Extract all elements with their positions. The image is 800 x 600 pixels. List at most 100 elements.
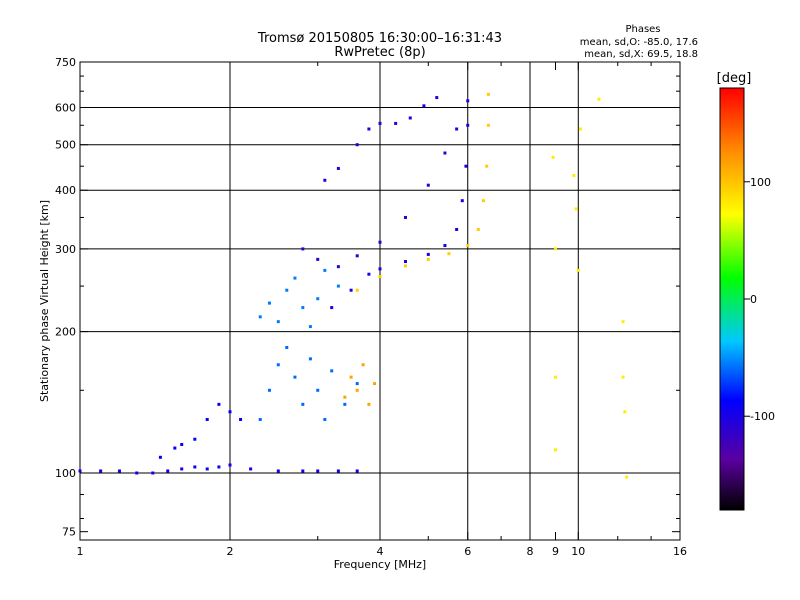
colorbar-gradient: [719, 87, 745, 511]
data-point: [330, 306, 334, 310]
data-point: [249, 467, 253, 471]
data-point: [117, 469, 121, 473]
y-tick-label: 750: [55, 56, 76, 69]
data-point: [323, 178, 327, 182]
data-point: [403, 215, 407, 219]
stats-line-o: mean, sd,O: -85.0, 17.6: [580, 37, 698, 48]
data-point: [258, 315, 262, 319]
data-point: [426, 257, 430, 261]
colorbar-tick-label: 100: [750, 176, 771, 189]
data-point: [408, 116, 412, 120]
data-point: [466, 123, 470, 127]
stats-heading: Phases: [625, 24, 660, 35]
data-point: [301, 306, 305, 310]
data-point: [276, 469, 280, 473]
data-point: [394, 121, 398, 125]
data-point: [205, 467, 209, 471]
data-point: [135, 471, 139, 475]
data-point: [464, 164, 468, 168]
data-point: [485, 164, 489, 168]
data-point: [316, 257, 320, 261]
data-point: [78, 469, 82, 473]
data-point: [355, 288, 359, 292]
data-point: [355, 143, 359, 147]
plot-area: 1 2 4 6 8 9 10 16 75 100 200 300 400 500 600 750: [55, 56, 687, 558]
y-axis-label: Stationary phase Virtual Height [km]: [38, 200, 51, 402]
data-point: [486, 123, 490, 127]
data-point: [267, 388, 271, 392]
data-point: [285, 346, 289, 350]
x-tick-label: 10: [571, 545, 585, 558]
y-tick-label: 500: [55, 139, 76, 152]
data-point: [443, 151, 447, 155]
data-point: [336, 284, 340, 288]
data-point: [316, 388, 320, 392]
data-point: [553, 448, 557, 452]
data-point: [426, 183, 430, 187]
data-point: [217, 465, 221, 469]
data-point: [625, 475, 629, 479]
data-point: [572, 173, 576, 177]
data-point: [361, 363, 365, 367]
data-point: [403, 264, 407, 268]
data-point: [173, 446, 177, 450]
data-point: [378, 275, 382, 279]
x-tick-label: 2: [227, 545, 234, 558]
colorbar-ticks: 100 0 -100: [744, 176, 775, 423]
data-point: [151, 471, 155, 475]
data-point: [623, 410, 627, 414]
axis-ticks: [79, 61, 681, 540]
chart-title: Tromsø 20150805 16:30:00–16:31:43: [257, 31, 502, 46]
data-point: [621, 375, 625, 379]
data-point: [301, 469, 305, 473]
data-point: [367, 272, 371, 276]
data-point: [301, 247, 305, 251]
data-point: [455, 127, 459, 131]
data-point: [205, 417, 209, 421]
x-tick-label: 6: [464, 545, 471, 558]
chart-subtitle: RwPretec (8p): [334, 45, 425, 60]
data-point: [367, 127, 371, 131]
data-point: [166, 469, 170, 473]
data-point: [276, 363, 280, 367]
data-point: [316, 297, 320, 301]
data-point: [285, 288, 289, 292]
data-point: [336, 469, 340, 473]
data-point: [276, 320, 280, 324]
data-point: [343, 395, 347, 399]
data-point: [378, 121, 382, 125]
data-point: [158, 455, 162, 459]
data-point: [293, 375, 297, 379]
data-point: [486, 92, 490, 96]
x-tick-label: 1: [77, 545, 84, 558]
data-point: [301, 402, 305, 406]
data-point: [576, 268, 580, 272]
data-points: [78, 92, 629, 479]
data-point: [466, 99, 470, 103]
data-point: [239, 417, 243, 421]
data-point: [330, 369, 334, 373]
gridlines: [80, 62, 680, 540]
data-point: [258, 417, 262, 421]
data-point: [466, 244, 470, 248]
data-point: [574, 207, 578, 211]
data-point: [447, 252, 451, 256]
data-point: [336, 265, 340, 269]
data-point: [373, 382, 377, 386]
data-point: [455, 227, 459, 231]
data-point: [343, 402, 347, 406]
data-point: [426, 252, 430, 256]
data-point: [578, 127, 582, 131]
data-point: [367, 402, 371, 406]
data-point: [193, 465, 197, 469]
y-tick-label: 75: [62, 526, 76, 539]
data-point: [460, 199, 464, 203]
data-point: [308, 325, 312, 329]
y-tick-label: 200: [55, 326, 76, 339]
data-point: [349, 375, 353, 379]
data-point: [99, 469, 103, 473]
data-point: [228, 463, 232, 467]
y-tick-label: 300: [55, 243, 76, 256]
data-point: [435, 96, 439, 100]
